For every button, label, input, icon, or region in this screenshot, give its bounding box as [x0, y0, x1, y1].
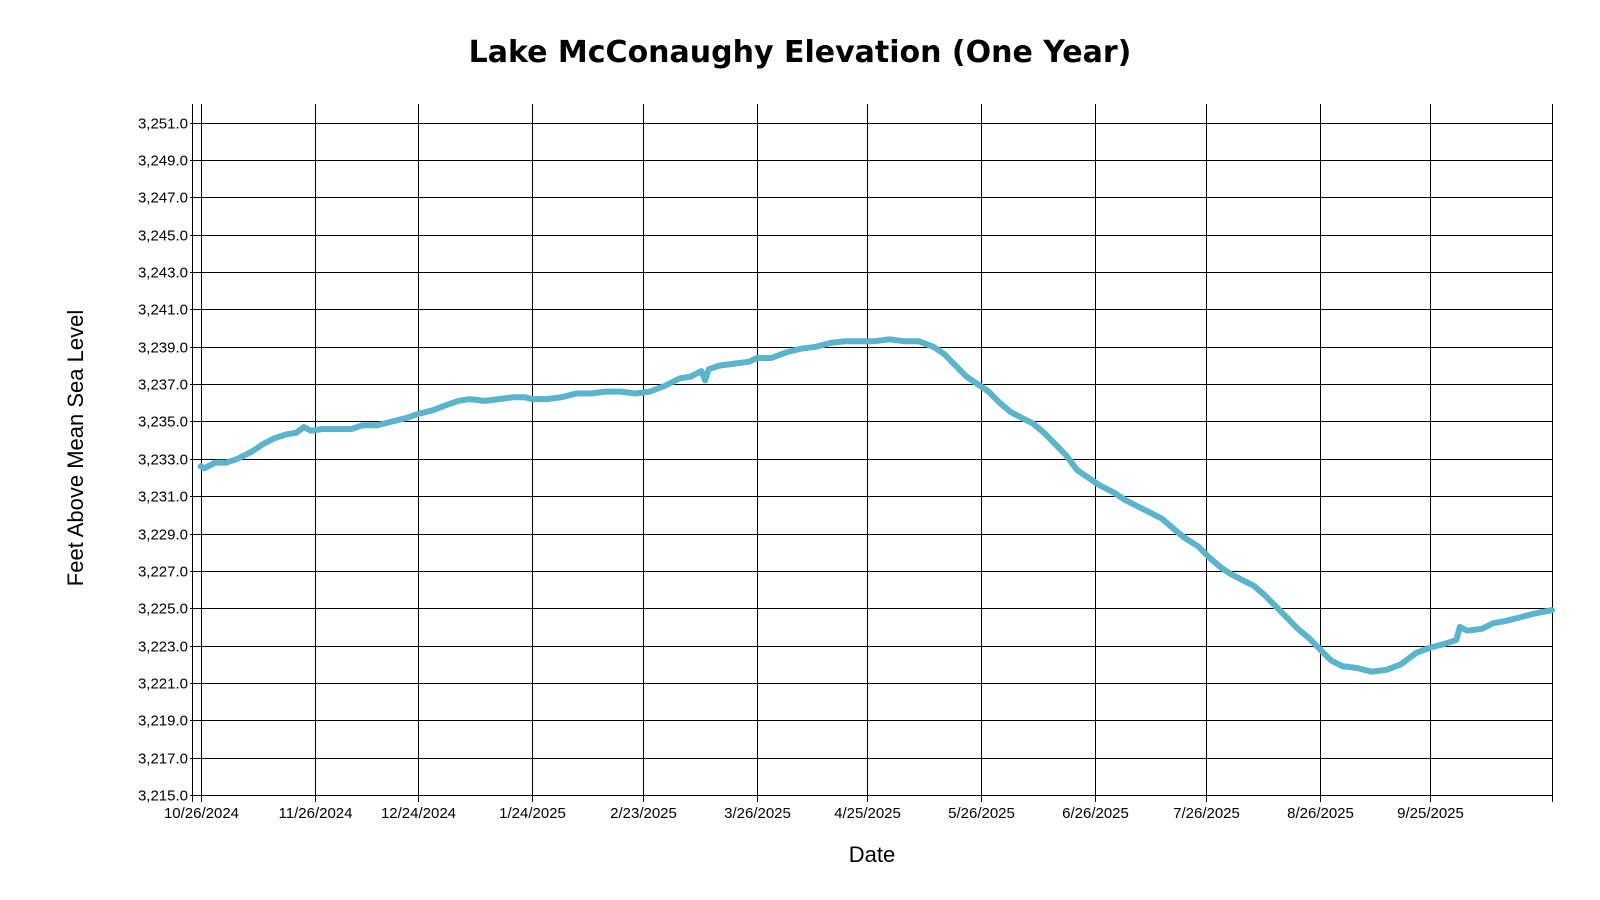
x-tick-label: 5/26/2025: [948, 805, 1015, 822]
y-tick-label: 3,243.0: [138, 265, 188, 282]
x-tick-label: 8/26/2025: [1287, 805, 1354, 822]
x-tick-label: 4/25/2025: [834, 805, 901, 822]
y-tick-label: 3,241.0: [138, 302, 188, 319]
y-tick-label: 3,233.0: [138, 452, 188, 469]
x-tick-label: 10/26/2024: [164, 805, 239, 822]
y-tick-label: 3,247.0: [138, 190, 188, 207]
x-axis-label: Date: [849, 842, 895, 867]
y-tick-label: 3,251.0: [138, 116, 188, 133]
x-tick-label: 7/26/2025: [1173, 805, 1240, 822]
x-tick-label: 1/24/2025: [499, 805, 566, 822]
x-tick-label: 12/24/2024: [381, 805, 456, 822]
y-tick-label: 3,245.0: [138, 228, 188, 245]
y-tick-label: 3,219.0: [138, 713, 188, 730]
y-tick-label: 3,237.0: [138, 377, 188, 394]
y-tick-label: 3,249.0: [138, 153, 188, 170]
y-axis-label: Feet Above Mean Sea Level: [63, 310, 88, 586]
y-tick-label: 3,217.0: [138, 751, 188, 768]
x-tick-label: 3/26/2025: [724, 805, 791, 822]
x-tick-label: 2/23/2025: [610, 805, 677, 822]
tick-labels: 3,215.0 3,217.0 3,219.0 3,221.0 3,223.0 3,225…: [138, 116, 1464, 823]
axes: [190, 104, 1553, 802]
series-layer: [197, 336, 1555, 675]
y-tick-label: 3,215.0: [138, 788, 188, 805]
y-tick-label: 3,239.0: [138, 340, 188, 357]
y-tick-label: 3,227.0: [138, 564, 188, 581]
x-tick-label: 11/26/2024: [279, 805, 353, 822]
y-tick-label: 3,231.0: [138, 489, 188, 506]
x-tick-label: 6/26/2025: [1062, 805, 1129, 822]
series-line: [197, 336, 1555, 675]
gridlines: [197, 104, 1552, 796]
y-tick-label: 3,221.0: [138, 676, 188, 693]
x-tick-label: 9/25/2025: [1397, 805, 1464, 822]
chart-title: Lake McConaughy Elevation (One Year): [469, 35, 1132, 70]
y-tick-label: 3,225.0: [138, 601, 188, 618]
y-tick-label: 3,229.0: [138, 527, 188, 544]
y-tick-label: 3,223.0: [138, 639, 188, 656]
y-tick-label: 3,235.0: [138, 414, 188, 431]
